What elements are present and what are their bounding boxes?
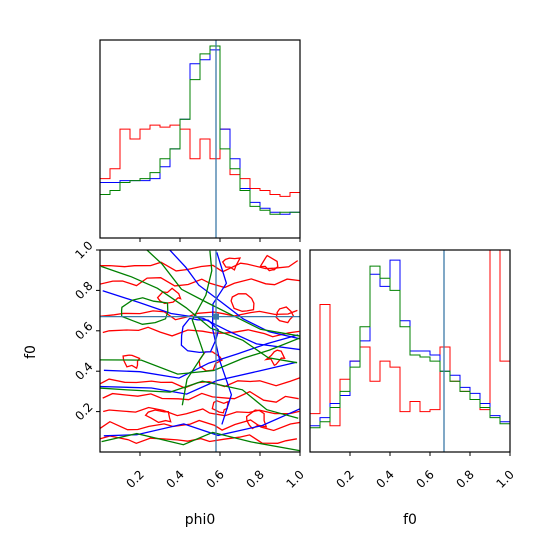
green-contour <box>100 337 300 375</box>
joint-ytick-label: 0.4 <box>72 359 95 382</box>
joint-xtick-label: 0.8 <box>243 467 266 490</box>
joint-xtick-label: 0.6 <box>203 467 226 490</box>
blue-contour <box>103 334 299 379</box>
phi0-f0-joint-panel: 0.2 0.4 0.6 0.8 1.0 0.2 0.4 0.6 0.8 1.0 <box>72 238 307 491</box>
red-contour <box>103 406 300 417</box>
phi0-hist-series-2 <box>100 45 300 238</box>
red-contour-island <box>263 349 286 367</box>
blue-contour <box>102 290 300 351</box>
red-contour <box>102 390 299 403</box>
joint-xtick-label: 0.2 <box>123 467 146 490</box>
contour-lines <box>100 250 300 452</box>
joint-ytick-label: 1.0 <box>72 238 95 261</box>
y-axis-label-f0: f0 <box>23 345 39 359</box>
f0-marginal-xtick-label: 0.4 <box>373 467 396 490</box>
red-contour <box>100 377 300 389</box>
joint-ytick-label: 0.8 <box>72 279 95 302</box>
green-contour-island <box>120 297 169 325</box>
red-contour-island <box>230 293 255 312</box>
red-contour <box>100 309 298 321</box>
f0-marginal-panel: 0.2 0.4 0.6 0.8 1.0 <box>309 249 517 491</box>
red-contour-island <box>144 409 172 424</box>
blue-contour <box>168 250 300 340</box>
red-contour-island <box>275 306 295 324</box>
f0-marginal-xtick-label: 0.8 <box>453 467 476 490</box>
red-contour <box>100 419 300 432</box>
red-contour-island <box>211 400 229 414</box>
blue-contour-island <box>180 317 219 354</box>
green-contour <box>101 431 300 452</box>
f0-hist-series-2 <box>310 265 510 452</box>
green-contour <box>145 250 300 337</box>
joint-ytick-label: 0.2 <box>72 400 95 423</box>
phi0-marginal-frame <box>99 39 301 239</box>
red-contour <box>100 277 300 289</box>
f0-marginal-frame <box>309 249 511 453</box>
joint-xtick-label: 0.4 <box>163 467 186 490</box>
truth-marker <box>213 313 219 320</box>
f0-marginal-xtick-label: 0.6 <box>413 467 436 490</box>
joint-ytick-label: 0.6 <box>72 319 95 342</box>
red-contour-island <box>221 257 242 271</box>
green-contour <box>100 380 299 419</box>
phi0-marginal-panel <box>99 39 301 242</box>
red-contour <box>100 260 299 273</box>
red-contour <box>100 434 298 445</box>
green-contour <box>100 265 298 364</box>
blue-contour <box>100 361 297 395</box>
joint-frame <box>99 249 301 453</box>
f0-marginal-xtick-label: 1.0 <box>493 467 516 490</box>
red-contour <box>102 326 300 338</box>
x-axis-label-f0: f0 <box>403 512 417 528</box>
green-contour <box>181 250 213 406</box>
red-contour-island <box>122 354 141 370</box>
red-contour-island <box>259 254 279 272</box>
joint-xtick-label: 1.0 <box>283 467 306 490</box>
x-axis-label-phi0: phi0 <box>185 512 216 528</box>
f0-marginal-xtick-label: 0.2 <box>333 467 356 490</box>
phi0-hist-series-0 <box>100 124 300 238</box>
